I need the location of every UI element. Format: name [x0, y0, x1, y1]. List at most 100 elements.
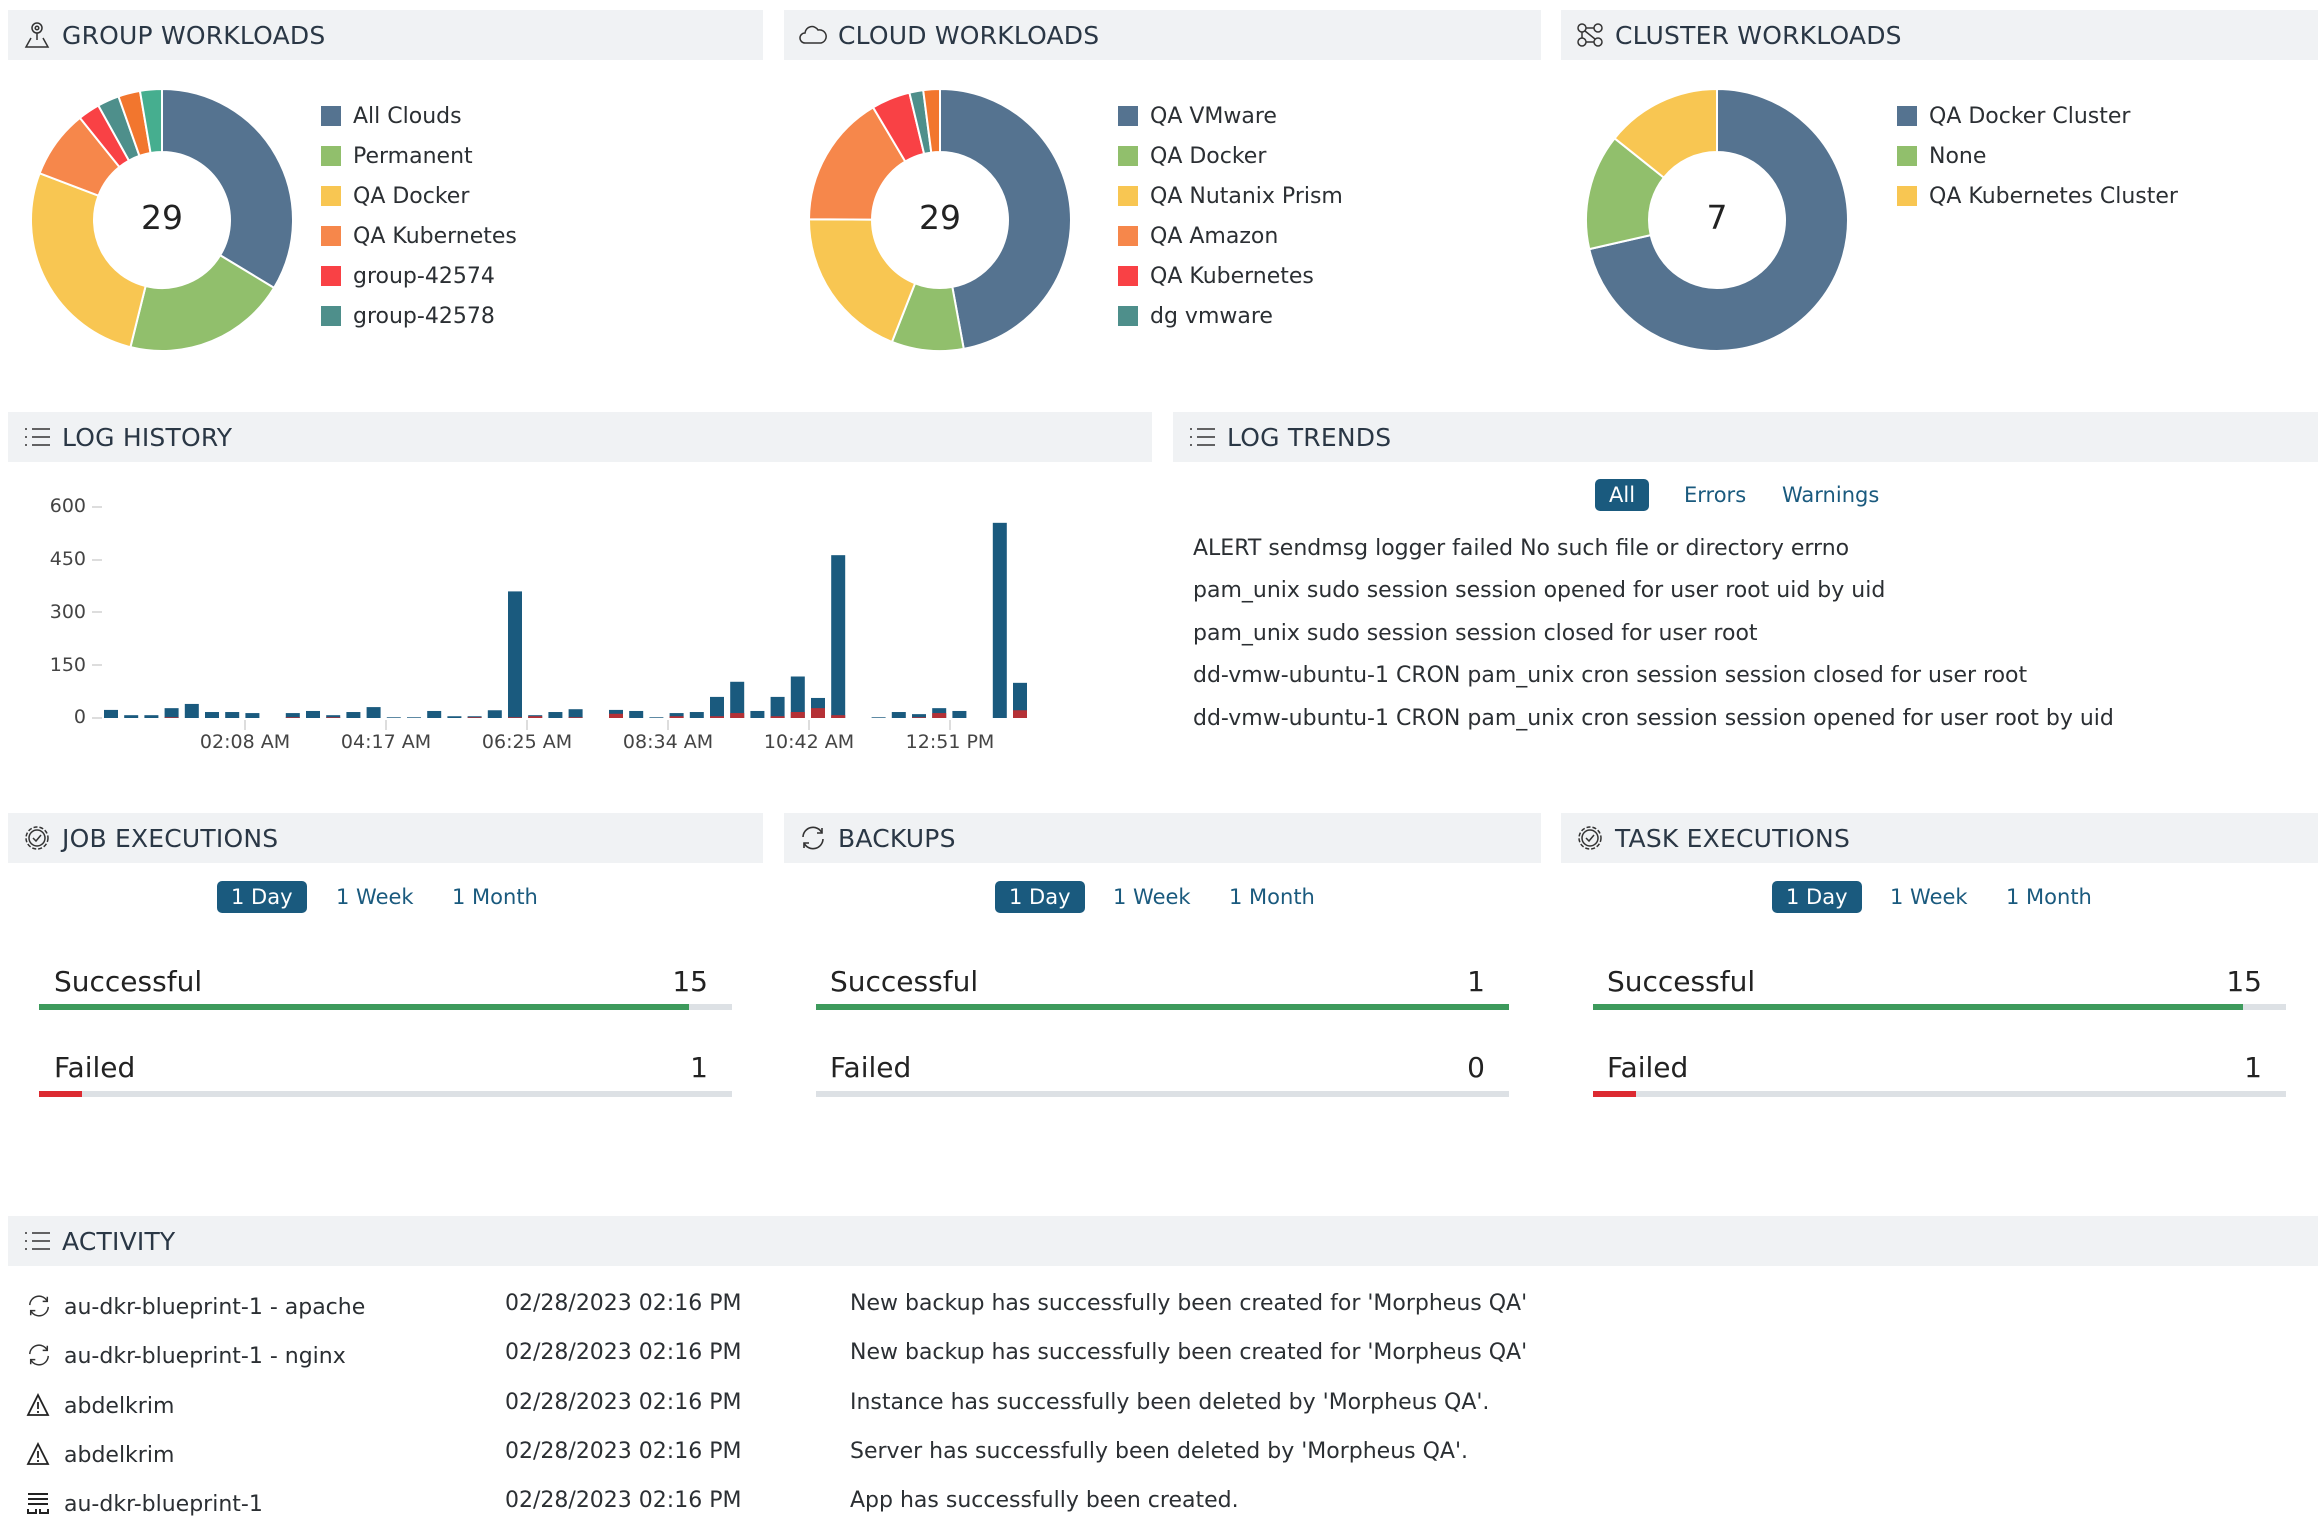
log-bar[interactable] [710, 696, 724, 718]
activity-name[interactable]: au-dkr-blueprint-1 [64, 1492, 263, 1518]
range-1-day[interactable]: 1 Day [995, 881, 1085, 913]
log-bar[interactable] [386, 717, 401, 718]
log-bar[interactable] [629, 710, 644, 718]
activity-name[interactable]: abdelkrim [64, 1393, 175, 1419]
log-bar[interactable] [790, 676, 805, 718]
log-error-bar[interactable] [669, 716, 684, 718]
legend-item[interactable]: QA VMware [1118, 96, 1343, 136]
log-error-bar[interactable] [912, 717, 926, 718]
legend-item[interactable]: QA Kubernetes [321, 216, 517, 256]
log-error-bar[interactable] [811, 708, 825, 718]
log-bar[interactable] [1013, 682, 1027, 718]
tab-errors[interactable]: Errors [1684, 483, 1747, 507]
log-trend-message[interactable]: pam_unix sudo session session opened for… [1193, 578, 1886, 603]
legend-item[interactable]: group-42574 [321, 256, 517, 296]
log-bar[interactable] [730, 681, 745, 718]
log-trend-message[interactable]: dd-vmw-ubuntu-1 CRON pam_unix cron sessi… [1193, 706, 2114, 731]
log-trend-message[interactable]: ALERT sendmsg logger failed No such file… [1193, 536, 1850, 561]
range-1-month[interactable]: 1 Month [452, 885, 538, 909]
donut-slice[interactable] [939, 87, 1072, 350]
log-error-bar[interactable] [1013, 710, 1027, 718]
range-1-day[interactable]: 1 Day [1772, 881, 1862, 913]
log-bar[interactable] [285, 713, 300, 718]
log-bar[interactable] [326, 715, 341, 718]
log-bar[interactable] [366, 707, 381, 718]
log-bar[interactable] [891, 712, 906, 718]
log-bar[interactable] [124, 715, 139, 718]
range-1-week[interactable]: 1 Week [336, 885, 414, 909]
tab-all[interactable]: All [1595, 479, 1650, 511]
log-bar[interactable] [568, 709, 583, 718]
log-error-bar[interactable] [932, 713, 947, 718]
activity-name[interactable]: abdelkrim [64, 1442, 175, 1468]
log-bar[interactable] [225, 712, 240, 718]
activity-name[interactable]: au-dkr-blueprint-1 - apache [64, 1295, 366, 1320]
log-bar[interactable] [245, 713, 260, 718]
log-bar[interactable] [649, 717, 664, 718]
legend-item[interactable]: None [1897, 136, 2178, 176]
log-error-bar[interactable] [710, 716, 724, 718]
log-bar[interactable] [770, 696, 785, 718]
log-error-bar[interactable] [467, 717, 482, 718]
log-error-bar[interactable] [790, 712, 805, 718]
log-bar[interactable] [912, 714, 926, 718]
tab-warnings[interactable]: Warnings [1782, 483, 1880, 507]
log-bar[interactable] [689, 712, 704, 718]
legend-item[interactable]: QA Amazon [1118, 216, 1343, 256]
log-bar[interactable] [407, 717, 421, 718]
log-bar[interactable] [952, 710, 967, 718]
log-bar[interactable] [144, 715, 159, 718]
range-1-week[interactable]: 1 Week [1890, 885, 1968, 909]
legend-item[interactable]: QA Docker [1118, 136, 1343, 176]
range-1-month[interactable]: 1 Month [1229, 885, 1315, 909]
log-error-bar[interactable] [326, 717, 341, 718]
log-bar[interactable] [205, 712, 219, 718]
range-1-month[interactable]: 1 Month [2006, 885, 2092, 909]
donut-slice[interactable] [129, 253, 276, 352]
legend-item[interactable]: dg vmware [1118, 296, 1343, 336]
log-bar[interactable] [184, 703, 199, 718]
log-error-bar[interactable] [730, 713, 745, 718]
legend-item[interactable]: QA Docker [321, 176, 517, 216]
legend-item[interactable]: QA Kubernetes [1118, 256, 1343, 296]
donut-slice[interactable] [808, 218, 917, 344]
log-bar[interactable] [487, 710, 502, 718]
legend-item[interactable]: QA Nutanix Prism [1118, 176, 1343, 216]
donut-slice[interactable] [161, 87, 294, 290]
log-bar[interactable] [427, 710, 442, 718]
log-bar[interactable] [831, 555, 846, 718]
log-bar[interactable] [467, 716, 482, 718]
log-error-bar[interactable] [609, 713, 623, 718]
log-bar[interactable] [508, 591, 522, 718]
log-error-bar[interactable] [508, 717, 522, 718]
log-bar[interactable] [871, 717, 886, 718]
legend-item[interactable]: QA Kubernetes Cluster [1897, 176, 2178, 216]
donut-slice[interactable] [30, 171, 147, 349]
log-bar[interactable] [164, 708, 179, 718]
log-trend-message[interactable]: pam_unix sudo session session closed for… [1193, 621, 1758, 646]
log-error-bar[interactable] [285, 717, 300, 718]
log-bar[interactable] [104, 709, 118, 718]
legend-item[interactable]: Permanent [321, 136, 517, 176]
range-1-week[interactable]: 1 Week [1113, 885, 1191, 909]
legend-item[interactable]: group-42578 [321, 296, 517, 336]
log-error-bar[interactable] [831, 715, 846, 718]
log-bar[interactable] [548, 712, 563, 718]
range-1-day[interactable]: 1 Day [217, 881, 307, 913]
log-bar[interactable] [992, 522, 1007, 718]
donut-slice[interactable] [922, 87, 941, 154]
log-error-bar[interactable] [770, 716, 785, 718]
donut-slice[interactable] [1613, 87, 1718, 180]
activity-name[interactable]: au-dkr-blueprint-1 - nginx [64, 1344, 346, 1370]
log-bar[interactable] [346, 712, 361, 718]
log-error-bar[interactable] [528, 716, 543, 718]
log-error-bar[interactable] [568, 717, 583, 718]
donut-slice[interactable] [138, 87, 163, 155]
log-error-bar[interactable] [164, 717, 179, 718]
log-trend-message[interactable]: dd-vmw-ubuntu-1 CRON pam_unix cron sessi… [1193, 663, 2028, 688]
log-bar[interactable] [669, 713, 684, 718]
legend-item[interactable]: All Clouds [321, 96, 517, 136]
log-bar[interactable] [447, 716, 462, 718]
donut-slice[interactable] [1588, 87, 1849, 352]
legend-item[interactable]: QA Docker Cluster [1897, 96, 2178, 136]
